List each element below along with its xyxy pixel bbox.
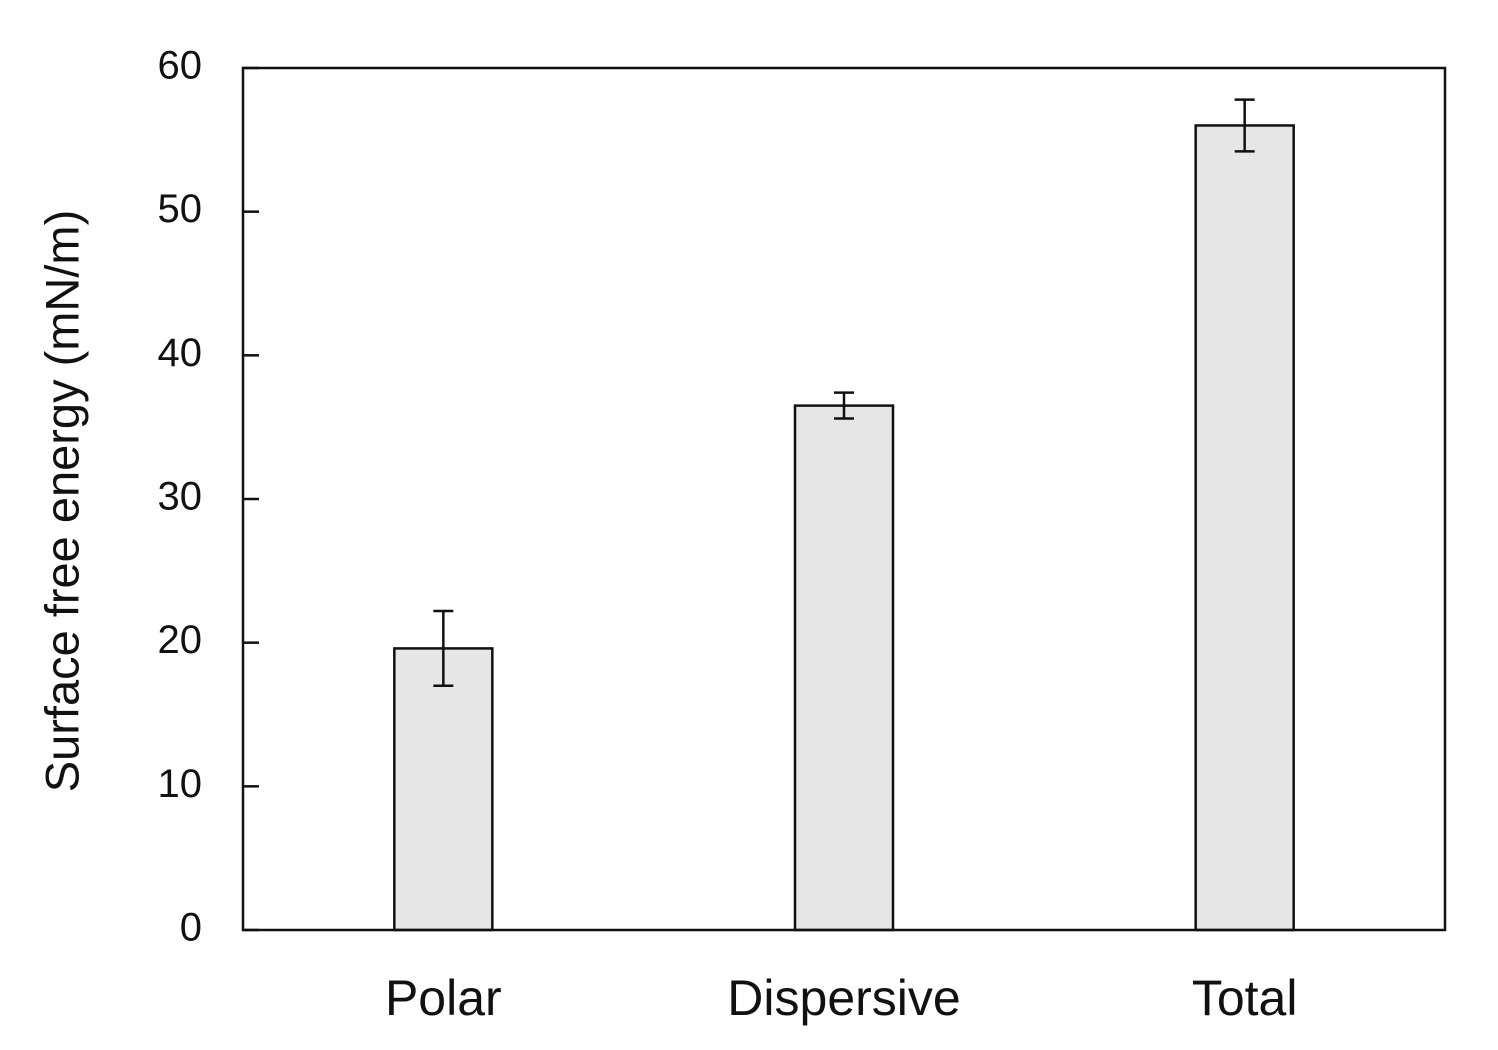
y-tick-label: 20 xyxy=(158,618,203,662)
y-tick-label: 60 xyxy=(158,44,203,88)
bars-layer xyxy=(393,124,1295,932)
y-tick-label: 50 xyxy=(158,187,203,231)
bar-polar xyxy=(393,647,494,932)
error-bars-layer xyxy=(433,98,1255,688)
y-axis-ticks: 0 10 20 30 40 50 60 xyxy=(158,44,259,950)
x-axis-labels: Polar Dispersive Total xyxy=(385,970,1298,1026)
y-tick-label: 30 xyxy=(158,475,203,519)
y-tick-label: 0 xyxy=(180,906,202,950)
y-axis-title: Surface free energy (mN/m) xyxy=(35,210,88,792)
y-tick-label: 40 xyxy=(158,331,203,375)
bar-dispersive xyxy=(793,404,895,932)
x-tick-label-polar: Polar xyxy=(385,970,502,1026)
bar-total xyxy=(1194,124,1295,932)
x-tick-label-total: Total xyxy=(1192,970,1298,1026)
y-tick-label: 10 xyxy=(158,762,203,806)
x-tick-label-dispersive: Dispersive xyxy=(727,970,960,1026)
